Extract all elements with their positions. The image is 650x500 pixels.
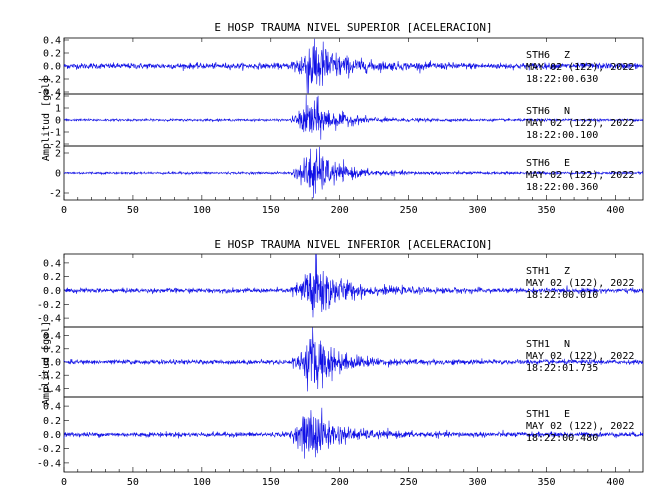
component-label: Z <box>564 266 570 277</box>
y-tick-label: -2 <box>49 140 61 151</box>
component-label: E <box>564 158 570 169</box>
y-tick-label: 0.4 <box>43 258 61 269</box>
y-tick-label: 0.2 <box>43 272 61 283</box>
x-tick-label: 100 <box>193 205 211 216</box>
station-label: STH1 <box>526 409 550 420</box>
x-tick-label: 50 <box>127 477 139 488</box>
y-tick-label: 1 <box>55 104 61 115</box>
chart-panel-2: E HOSP TRAUMA NIVEL INFERIOR [ACELERACIO… <box>37 238 644 488</box>
station-label: STH1 <box>526 339 550 350</box>
time-label: 18:22:00.100 <box>526 130 598 141</box>
y-tick-label: -1 <box>49 128 61 139</box>
y-tick-label: -0.2 <box>37 300 61 311</box>
station-label: STH6 <box>526 158 550 169</box>
x-tick-label: 100 <box>193 477 211 488</box>
y-tick-label: 0.2 <box>43 416 61 427</box>
y-tick-label: -0.4 <box>37 384 61 395</box>
x-tick-label: 350 <box>537 477 555 488</box>
y-tick-label: -0.4 <box>37 88 61 99</box>
component-label: N <box>564 106 570 117</box>
station-label: STH6 <box>526 106 550 117</box>
component-label: N <box>564 339 570 350</box>
y-tick-label: -0.2 <box>37 371 61 382</box>
waveform-line <box>63 146 644 199</box>
y-tick-label: -0.4 <box>37 314 61 325</box>
x-tick-label: 0 <box>61 205 67 216</box>
y-tick-label: 0.2 <box>43 344 61 355</box>
date-label: MAY 02 (122), 2022 <box>526 421 634 432</box>
y-tick-label: 2 <box>55 149 61 160</box>
x-tick-label: 200 <box>331 205 349 216</box>
waveform-line <box>63 254 644 318</box>
x-tick-label: 350 <box>537 205 555 216</box>
time-label: 18:22:00.360 <box>526 182 598 193</box>
chart-title: E HOSP TRAUMA NIVEL INFERIOR [ACELERACIO… <box>214 238 492 251</box>
x-tick-label: 400 <box>606 205 624 216</box>
x-tick-label: 50 <box>127 205 139 216</box>
x-tick-label: 200 <box>331 477 349 488</box>
x-tick-label: 250 <box>400 205 418 216</box>
chart-panel-1: E HOSP TRAUMA NIVEL SUPERIOR [ACELERACIO… <box>37 21 644 216</box>
waveform-line <box>63 94 644 140</box>
y-tick-label: 0.0 <box>43 286 61 297</box>
waveform-line <box>63 327 644 392</box>
component-label: Z <box>564 50 570 61</box>
x-tick-label: 150 <box>262 477 280 488</box>
x-tick-label: 250 <box>400 477 418 488</box>
y-tick-label: -0.2 <box>37 75 61 86</box>
y-tick-label: 0 <box>55 169 61 180</box>
y-tick-label: 0.0 <box>43 358 61 369</box>
chart-title: E HOSP TRAUMA NIVEL SUPERIOR [ACELERACIO… <box>214 21 492 34</box>
y-tick-label: -2 <box>49 189 61 200</box>
y-tick-label: -0.4 <box>37 458 61 469</box>
date-label: MAY 02 (122), 2022 <box>526 351 634 362</box>
time-label: 18:22:00.010 <box>526 290 598 301</box>
component-label: E <box>564 409 570 420</box>
waveform-line <box>63 38 644 94</box>
y-tick-label: 0 <box>55 116 61 127</box>
y-tick-label: 0.4 <box>43 402 61 413</box>
x-tick-label: 300 <box>469 205 487 216</box>
date-label: MAY 02 (122), 2022 <box>526 62 634 73</box>
waveform-line <box>63 407 644 459</box>
x-tick-label: 400 <box>606 477 624 488</box>
station-label: STH6 <box>526 50 550 61</box>
station-label: STH1 <box>526 266 550 277</box>
y-tick-label: 0.2 <box>43 49 61 60</box>
y-tick-label: 0.4 <box>43 36 61 47</box>
y-tick-label: 0.4 <box>43 331 61 342</box>
time-label: 18:22:00.630 <box>526 74 598 85</box>
time-label: 18:22:00.480 <box>526 433 598 444</box>
date-label: MAY 02 (122), 2022 <box>526 170 634 181</box>
y-axis-label: Amplitud [gal] <box>41 77 52 161</box>
y-tick-label: 2 <box>55 92 61 103</box>
x-tick-label: 300 <box>469 477 487 488</box>
y-tick-label: 0.0 <box>43 62 61 73</box>
y-tick-label: 0.0 <box>43 430 61 441</box>
date-label: MAY 02 (122), 2022 <box>526 118 634 129</box>
y-tick-label: -0.2 <box>37 444 61 455</box>
x-tick-label: 150 <box>262 205 280 216</box>
y-axis-label: Amplitud [gal] <box>41 321 52 405</box>
date-label: MAY 02 (122), 2022 <box>526 278 634 289</box>
time-label: 18:22:01.735 <box>526 363 598 374</box>
x-tick-label: 0 <box>61 477 67 488</box>
